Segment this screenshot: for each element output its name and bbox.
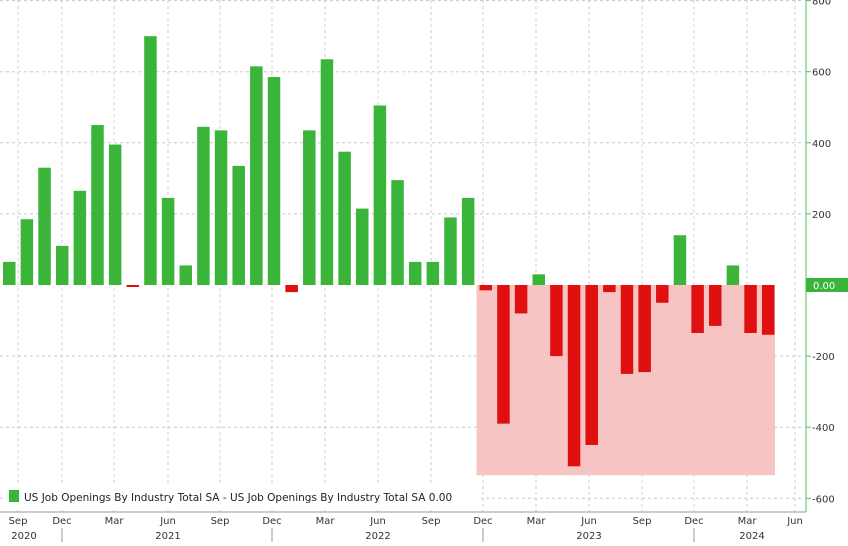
x-tick-label: Sep (633, 516, 652, 527)
bar (214, 130, 228, 285)
y-tick-label: -400 (812, 423, 835, 434)
bar (585, 285, 598, 445)
x-tick-label: Mar (527, 516, 547, 527)
bar (391, 180, 404, 285)
bar (550, 285, 563, 357)
year-label: 2022 (365, 531, 390, 542)
bar (250, 66, 263, 286)
bar (108, 144, 122, 285)
x-tick-label: Mar (316, 516, 336, 527)
y-tick-label: 800 (812, 0, 831, 8)
bar (656, 285, 669, 303)
bar (161, 197, 175, 285)
bar (38, 167, 51, 285)
bar (303, 130, 316, 285)
bar (144, 36, 157, 286)
year-label: 2021 (155, 531, 180, 542)
bar (267, 77, 281, 285)
x-tick-label: Dec (52, 516, 71, 527)
y-tick-label: 400 (812, 139, 831, 150)
bar (620, 285, 634, 374)
y-tick-label: 600 (812, 68, 831, 79)
x-tick-label: Mar (105, 516, 125, 527)
x-tick-label: Mar (738, 516, 758, 527)
bar (320, 59, 334, 285)
last-value-marker (806, 278, 848, 292)
x-tick-label: Sep (211, 516, 230, 527)
bar (426, 261, 440, 285)
x-tick-label: Dec (262, 516, 281, 527)
bars (3, 36, 775, 467)
x-tick-label: Dec (684, 516, 703, 527)
year-label: 2023 (576, 531, 601, 542)
bar (338, 151, 351, 285)
bar (532, 274, 545, 285)
y-tick-label: 200 (812, 210, 831, 221)
bar (603, 285, 616, 293)
bar (514, 285, 528, 314)
y-tick-label: -600 (812, 494, 835, 505)
bar (461, 197, 475, 285)
x-tick-label: Jun (159, 516, 176, 527)
bar (126, 285, 140, 287)
bar (3, 261, 16, 285)
bar (356, 208, 369, 285)
x-tick-label: Sep (9, 516, 28, 527)
bar (55, 245, 69, 285)
bar (691, 285, 704, 333)
x-tick-label: Jun (369, 516, 386, 527)
x-tick-label: Sep (422, 516, 441, 527)
legend-box (3, 484, 481, 508)
bar (673, 235, 687, 285)
y-tick-label: -200 (812, 352, 835, 363)
bar (91, 125, 104, 286)
year-label: 2024 (739, 531, 764, 542)
bar (726, 265, 740, 285)
x-tick-label: Dec (473, 516, 492, 527)
bar (408, 261, 422, 285)
legend-swatch (9, 490, 19, 502)
last-value-label: 0.00 (813, 281, 835, 292)
bar (497, 285, 510, 424)
x-axis: Sep Dec Mar Jun Sep Dec Mar Jun Sep Dec Mar Jun Sep D… (0, 511, 806, 542)
bar (744, 285, 757, 333)
bar (373, 105, 387, 285)
bar (444, 217, 457, 285)
bar (73, 190, 87, 285)
bar (232, 165, 245, 285)
bar (285, 285, 298, 293)
x-tick-label: Jun (786, 516, 803, 527)
bar (638, 285, 651, 373)
bar (20, 219, 34, 285)
legend: US Job Openings By Industry Total SA - U… (3, 484, 481, 508)
bar (479, 285, 493, 291)
bar (179, 265, 192, 285)
year-label: 2020 (11, 531, 36, 542)
bar (709, 285, 722, 326)
bar (567, 285, 581, 467)
x-tick-label: Jun (580, 516, 597, 527)
legend-label: US Job Openings By Industry Total SA - U… (24, 492, 452, 504)
y-axis: 800 600 400 200 -200 -400 -600 0.00 (805, 0, 848, 512)
bar (197, 126, 210, 286)
bar (761, 285, 775, 335)
